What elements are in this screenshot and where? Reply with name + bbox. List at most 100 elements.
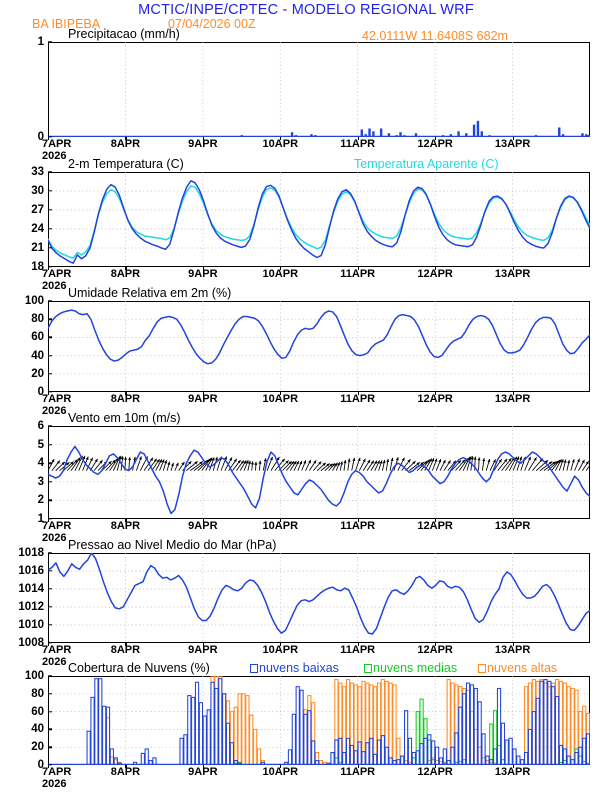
y-axis-tick xyxy=(48,136,52,138)
x-axis-tick xyxy=(512,137,514,140)
x-axis-tick xyxy=(125,519,127,522)
x-axis-tick xyxy=(202,519,205,522)
x-axis-tick xyxy=(48,519,50,522)
x-axis-label: 9APR xyxy=(188,766,218,778)
y-axis-label: 27 xyxy=(31,204,44,216)
x-axis-tick xyxy=(435,392,437,395)
x-axis-tick xyxy=(435,137,437,140)
x-axis-label: 10APR xyxy=(262,268,299,280)
y-axis-label: 3 xyxy=(37,475,44,488)
plot-clouds xyxy=(48,676,590,765)
y-axis-tick xyxy=(48,171,52,173)
x-axis-tick xyxy=(48,765,50,768)
plot-frame xyxy=(48,301,590,392)
plot-frame xyxy=(48,553,590,643)
x-axis-tick xyxy=(202,267,205,270)
legend-label-mid-clouds: nuvens medias xyxy=(373,661,458,675)
x-axis-label: 12APR xyxy=(417,393,453,405)
y-axis-label: 0 xyxy=(37,386,44,398)
y-axis-tick xyxy=(48,728,52,731)
panel-title-clouds: Cobertura de Nuvens (%) xyxy=(68,661,210,675)
y-axis-tick xyxy=(48,518,52,520)
y-axis-label: 40 xyxy=(31,349,44,362)
x-axis-label: 9APR xyxy=(188,644,218,656)
y-axis-tick xyxy=(48,481,52,483)
x-axis-label: 8APR xyxy=(110,393,141,405)
x-axis-label: 13APR xyxy=(494,268,531,280)
x-axis-label: 12APR xyxy=(417,766,453,778)
x-axis-tick xyxy=(280,137,282,140)
panel-title-temperature: 2-m Temperatura (C) xyxy=(68,157,184,171)
x-axis-label: 13APR xyxy=(494,393,531,405)
legend-temperatura-aparente: Temperatura Aparente (C) xyxy=(354,157,499,171)
legend-swatch-mid-clouds xyxy=(364,664,372,673)
x-axis-tick xyxy=(435,267,437,270)
x-axis-label: 12APR xyxy=(417,268,453,280)
y-axis-label: 40 xyxy=(31,723,44,736)
y-axis-tick xyxy=(48,190,52,192)
x-axis-label: 10APR xyxy=(262,644,299,656)
x-axis-label: 8APR xyxy=(110,520,141,532)
x-axis-label: 10APR xyxy=(262,766,299,778)
x-axis-tick xyxy=(280,643,282,646)
y-axis-label: 1018 xyxy=(18,547,44,559)
x-axis-year: 2026 xyxy=(42,405,67,417)
x-axis-label: 8APR xyxy=(110,268,141,280)
panel-wind: Vento em 10m (m/s) 1 2 3 4 5 6 7APR 8APR 9APR 10A… xyxy=(38,411,590,544)
x-axis-label: 10APR xyxy=(262,520,299,532)
x-axis-tick xyxy=(512,643,514,646)
y-axis-label: 60 xyxy=(31,331,44,344)
x-axis-tick xyxy=(280,267,282,270)
x-axis-tick xyxy=(512,765,514,768)
x-axis-tick xyxy=(280,392,282,395)
x-axis-label: 13APR xyxy=(494,520,531,532)
x-axis-tick xyxy=(202,643,205,646)
x-axis-tick xyxy=(435,643,437,646)
y-axis-label: 20 xyxy=(31,367,44,380)
x-axis-year: 2026 xyxy=(42,150,67,162)
panel-precipitation: Precipitacao (mm/h) 0 1 7APR 8APR 9APR 10APR 1… xyxy=(38,27,590,162)
x-axis-tick xyxy=(125,643,127,646)
plot-pressure xyxy=(48,553,590,643)
y-axis-label: 2 xyxy=(37,494,44,507)
y-axis-label: 33 xyxy=(31,166,44,178)
plot-frame xyxy=(48,426,590,519)
legend-label-high-clouds: nuvens altas xyxy=(487,661,558,675)
panel-title-precipitation: Precipitacao (mm/h) xyxy=(68,27,180,41)
x-axis-tick xyxy=(357,392,359,395)
y-axis-label: 1 xyxy=(37,513,44,525)
x-axis-tick xyxy=(280,519,282,522)
y-axis-label: 80 xyxy=(31,687,44,700)
x-axis-tick xyxy=(512,519,514,522)
y-axis-label: 0 xyxy=(37,131,44,143)
panel-title-humidity: Umidade Relativa em 2m (%) xyxy=(68,286,232,300)
y-axis-tick xyxy=(48,247,52,249)
x-axis-label: 7APR xyxy=(42,766,72,778)
legend-swatch-low-clouds xyxy=(250,664,258,673)
x-axis-label: 12APR xyxy=(417,520,453,532)
y-axis-label: 21 xyxy=(31,242,44,254)
y-axis-tick xyxy=(48,746,52,748)
y-axis-tick xyxy=(48,462,52,464)
x-axis-tick xyxy=(280,765,282,768)
legend-swatch-high-clouds xyxy=(478,664,486,673)
x-axis-label: 7APR xyxy=(42,644,72,656)
x-axis-label: 10APR xyxy=(262,138,299,150)
x-axis-label: 9APR xyxy=(188,393,218,405)
y-axis-tick xyxy=(48,764,52,766)
x-axis-label: 8APR xyxy=(110,766,141,778)
panel-title-pressure: Pressao ao Nivel Medio do Mar (hPa) xyxy=(68,538,277,552)
y-axis-tick xyxy=(48,354,52,357)
x-axis-year: 2026 xyxy=(42,532,67,544)
y-axis-label: 100 xyxy=(24,670,44,682)
y-axis-label: 20 xyxy=(31,741,44,754)
x-axis-label: 9APR xyxy=(188,520,218,532)
x-axis-label: 8APR xyxy=(110,644,141,656)
x-axis-label: 11APR xyxy=(340,393,376,405)
x-axis-tick xyxy=(48,392,50,395)
x-axis-tick xyxy=(125,765,127,768)
x-axis-tick xyxy=(357,137,359,140)
x-axis-label: 13APR xyxy=(494,138,531,150)
y-axis-label: 60 xyxy=(31,705,44,718)
panel-pressure: Pressao ao Nivel Medio do Mar (hPa) 1008… xyxy=(18,538,590,668)
